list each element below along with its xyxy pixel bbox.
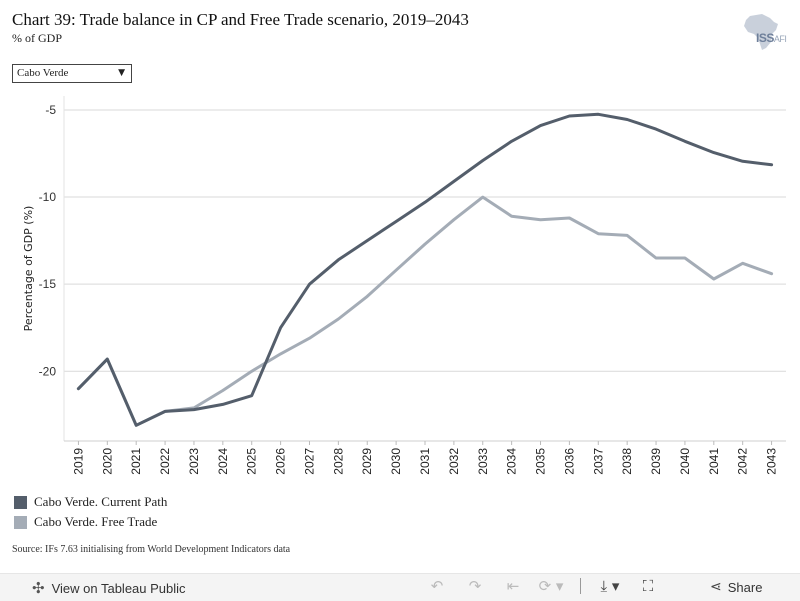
x-tick-label: 2028: [331, 448, 345, 475]
x-tick-label: 2022: [158, 448, 172, 475]
x-tick-label: 2039: [649, 448, 663, 475]
source-note: Source: IFs 7.63 initialising from World…: [12, 544, 291, 555]
series-line-free-trade[interactable]: [76, 195, 774, 427]
revert-icon[interactable]: ⇤: [506, 577, 520, 595]
x-tick-label: 2036: [562, 448, 576, 475]
x-tick-label: 2023: [187, 448, 201, 475]
x-tick-label: 2034: [505, 448, 519, 475]
x-tick-label: 2038: [620, 448, 634, 475]
x-tick-label: 2037: [591, 448, 605, 475]
x-tick-label: 2035: [534, 448, 548, 475]
undo-icon[interactable]: ↶: [430, 577, 444, 595]
chart-subtitle: % of GDP: [12, 31, 62, 45]
x-tick-label: 2030: [389, 448, 403, 475]
toolbar-divider: [580, 578, 581, 594]
chart-title: Chart 39: Trade balance in CP and Free T…: [12, 10, 469, 29]
x-tick-label: 2020: [100, 448, 114, 475]
x-tick-label: 2024: [216, 448, 230, 475]
x-tick-label: 2041: [707, 448, 721, 475]
share-label: Share: [727, 579, 763, 595]
refresh-icon[interactable]: ⟳ ▾: [538, 577, 564, 595]
x-tick-label: 2043: [765, 448, 779, 475]
redo-icon[interactable]: ↷: [468, 577, 482, 595]
toolbar-actions: ↶ ↷ ⇤ ⟳ ▾ ⤓ ▾ ⛶: [418, 577, 667, 595]
series-line-current-path[interactable]: [76, 112, 774, 427]
iss-logo-text: ISSAFI: [756, 31, 787, 45]
legend: Cabo Verde. Current Path Cabo Verde. Fre…: [14, 492, 167, 532]
x-tick-label: 2021: [129, 448, 143, 475]
x-tick-label: 2019: [71, 448, 85, 475]
y-tick-label: -10: [39, 190, 57, 204]
legend-swatch-current-path: [14, 495, 27, 509]
download-icon[interactable]: ⤓ ▾: [600, 577, 620, 595]
x-tick-label: 2029: [360, 448, 374, 475]
tableau-icon: ✣: [32, 579, 45, 597]
tableau-toolbar: ✣ View on Tableau Public ↶ ↷ ⇤ ⟳ ▾ ⤓ ▾ ⛶…: [0, 573, 800, 601]
y-axis-label: Percentage of GDP (%): [22, 206, 35, 332]
country-select[interactable]: Cabo Verde ▼: [12, 64, 132, 83]
share-button[interactable]: ⋖ Share: [710, 579, 762, 595]
y-tick-label: -15: [39, 277, 57, 291]
view-on-tableau-button[interactable]: ✣ View on Tableau Public: [32, 579, 186, 597]
country-select-value: Cabo Verde: [17, 67, 69, 79]
x-tick-label: 2032: [447, 448, 461, 475]
view-on-tableau-label: View on Tableau Public: [51, 580, 186, 596]
legend-swatch-free-trade: [14, 515, 27, 529]
africa-logo-icon: [744, 14, 778, 50]
line-chart: -5 -10 -15 -20 2019 2020 2021 2022 2023 2024 2025 2…: [22, 96, 786, 475]
y-tick-label: -20: [39, 364, 57, 378]
legend-item-current-path[interactable]: Cabo Verde. Current Path: [14, 492, 167, 512]
fullscreen-icon[interactable]: ⛶: [642, 577, 654, 595]
x-tick-label: 2031: [418, 448, 432, 475]
x-tick-label: 2025: [245, 448, 259, 475]
legend-label-current-path: Cabo Verde. Current Path: [34, 494, 168, 509]
y-tick-label: -5: [45, 103, 56, 117]
logo-suffix: AFI: [773, 34, 787, 44]
share-icon: ⋖: [710, 579, 722, 595]
x-tick-label: 2026: [274, 448, 288, 475]
dropdown-arrow-icon: ▼: [118, 68, 125, 78]
x-tick-label: 2027: [302, 448, 316, 475]
legend-item-free-trade[interactable]: Cabo Verde. Free Trade: [14, 512, 167, 532]
legend-label-free-trade: Cabo Verde. Free Trade: [34, 514, 158, 529]
x-tick-label: 2042: [736, 448, 750, 475]
x-tick-label: 2033: [476, 448, 490, 475]
x-tick-label: 2040: [678, 448, 692, 475]
